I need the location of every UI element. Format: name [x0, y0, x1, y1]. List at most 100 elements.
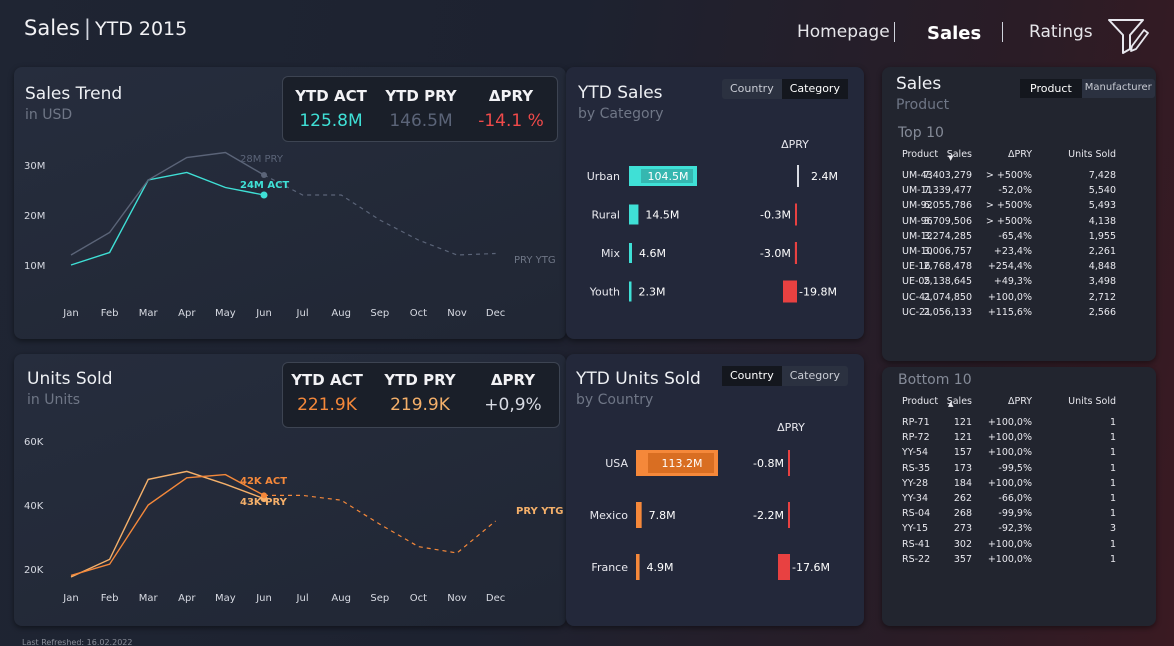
product-bottom-panel: [882, 367, 1156, 626]
ytd-sales-toggle: Country Category: [722, 79, 848, 99]
nav-sales[interactable]: Sales: [927, 23, 982, 44]
table-row[interactable]: RS-04 268 -99,9% 1: [902, 508, 1122, 523]
category-label: France: [591, 561, 628, 574]
x-tick-label: Feb: [101, 593, 119, 604]
table-row[interactable]: UM-43 7,403,279 > +500% 7,428: [902, 170, 1122, 185]
category-label: Youth: [589, 286, 620, 299]
cell-sales: 157: [953, 447, 972, 459]
cell-sales: 184: [953, 477, 972, 489]
cell-delta: +100,0%: [987, 553, 1032, 565]
cell-sales: 7,339,477: [923, 185, 972, 197]
delta-bar: [783, 280, 797, 303]
table-row[interactable]: RS-22 357 +100,0% 1: [902, 554, 1122, 569]
table-row[interactable]: UM-12 3,274,285 -65,4% 1,955: [902, 231, 1122, 246]
cell-sales: 2,768,478: [923, 261, 972, 273]
toggle-product[interactable]: Product: [1020, 79, 1082, 98]
nav-homepage[interactable]: Homepage: [797, 22, 890, 42]
y-tick-label: 40K: [24, 501, 44, 512]
cell-delta: -99,9%: [998, 508, 1032, 520]
cell-sales: 173: [953, 462, 972, 474]
table-header: Product ▼ Sales ΔPRY Units Sold: [902, 149, 1122, 164]
bar: [629, 243, 632, 263]
table-row[interactable]: UM-92 6,055,786 > +500% 5,493: [902, 200, 1122, 215]
bar-value-label: 7.8M: [649, 509, 676, 522]
toggle-category[interactable]: Category: [789, 369, 840, 382]
col-product[interactable]: Product: [902, 149, 939, 160]
bar-value-label: 14.5M: [645, 209, 679, 222]
ytd-sales-panel: [566, 67, 864, 339]
cell-sales: 357: [953, 553, 972, 565]
x-tick-label: Oct: [410, 593, 427, 604]
table-row[interactable]: YY-28 184 +100,0% 1: [902, 478, 1122, 493]
category-label: Mix: [601, 247, 621, 260]
bar: [636, 554, 640, 580]
ytd-units-toggle: Country Category: [722, 366, 848, 386]
nav-ratings[interactable]: Ratings: [1029, 22, 1093, 42]
delta-value-label: -2.2M: [753, 509, 784, 522]
table-row[interactable]: RS-35 173 -99,5% 1: [902, 463, 1122, 478]
filter-icon[interactable]: [1106, 16, 1150, 56]
y-tick-label: 30M: [24, 161, 45, 172]
cell-units: 1: [1109, 477, 1116, 489]
x-tick-label: Jan: [62, 593, 78, 604]
kpi-pry-value: 219.9K: [390, 395, 450, 415]
table-row[interactable]: RP-71 121 +100,0% 1: [902, 417, 1122, 432]
sort-desc-icon[interactable]: ▼: [948, 154, 954, 162]
cell-sales: 302: [953, 538, 972, 550]
col-units[interactable]: Units Sold: [1068, 149, 1116, 160]
table-row[interactable]: UC-21 2,056,133 +115,6% 2,566: [902, 307, 1122, 322]
table-row[interactable]: RS-41 302 +100,0% 1: [902, 539, 1122, 554]
table-row[interactable]: YY-34 262 -66,0% 1: [902, 493, 1122, 508]
bar-value-label: 113.2M: [662, 457, 703, 470]
table-row[interactable]: UE-16 2,768,478 +254,4% 4,848: [902, 261, 1122, 276]
toggle-country[interactable]: Country: [722, 366, 782, 386]
cell-product: UC-41: [902, 291, 932, 303]
table-row[interactable]: UE-05 2,138,645 +49,3% 3,498: [902, 276, 1122, 291]
table-row[interactable]: UM-11 7,339,477 -52,0% 5,540: [902, 185, 1122, 200]
cell-sales: 7,403,279: [923, 170, 972, 181]
table-row[interactable]: YY-54 157 +100,0% 1: [902, 447, 1122, 462]
table-row[interactable]: UM-96 3,709,506 > +500% 4,138: [902, 216, 1122, 231]
sort-asc-icon[interactable]: ▲: [948, 400, 954, 408]
cell-sales: 6,055,786: [923, 200, 972, 212]
cell-delta: -99,5%: [998, 462, 1032, 474]
delta-value-label: -0.3M: [760, 209, 791, 222]
sales-trend-title: Sales Trend: [25, 84, 123, 104]
delta-value-label: -0.8M: [753, 457, 784, 470]
x-tick-label: May: [215, 308, 236, 319]
toggle-country[interactable]: Country: [730, 82, 774, 95]
table-row[interactable]: YY-15 273 -92,3% 3: [902, 523, 1122, 538]
annotation-label: 42K ACT: [240, 476, 287, 487]
col-sales[interactable]: Sales: [946, 396, 972, 407]
toggle-manufacturer[interactable]: Manufacturer: [1084, 82, 1152, 93]
cell-sales: 121: [953, 432, 972, 444]
product-toggle: Product Manufacturer: [1020, 79, 1155, 98]
table-header: Product ▲ Sales ΔPRY Units Sold: [902, 396, 1122, 411]
col-units[interactable]: Units Sold: [1068, 396, 1116, 407]
col-delta[interactable]: ΔPRY: [1007, 396, 1032, 407]
x-tick-label: Jul: [296, 593, 309, 604]
sales-trend-subtitle: in USD: [25, 107, 73, 123]
col-sales[interactable]: Sales: [946, 149, 972, 160]
table-row[interactable]: UC-41 2,074,850 +100,0% 2,712: [902, 292, 1122, 307]
units-kpi-card: YTD ACT 221.9K YTD PRY 219.9K ΔPRY +0,9%: [282, 362, 560, 428]
top-10-table: Product ▼ Sales ΔPRY Units Sold UM-43 7,4…: [902, 149, 1122, 324]
x-tick-label: Oct: [410, 308, 427, 319]
bar-value-label: 4.6M: [639, 247, 666, 260]
col-product[interactable]: Product: [902, 396, 939, 407]
col-delta[interactable]: ΔPRY: [1007, 149, 1032, 160]
units-sold-chart: 20K 40K 60K Jan Feb Mar Apr May Jun Jul Aug Sep Oct N…: [24, 437, 563, 604]
kpi-delta-value: +0,9%: [484, 395, 542, 415]
delta-bar: [788, 502, 790, 528]
x-tick-label: Apr: [178, 308, 196, 319]
table-row[interactable]: RP-72 121 +100,0% 1: [902, 432, 1122, 447]
cell-product: UE-16: [902, 261, 931, 273]
x-tick-label: Jan: [62, 308, 78, 319]
table-row[interactable]: UM-10 3,006,757 +23,4% 2,261: [902, 246, 1122, 261]
title-separator: |: [83, 16, 91, 40]
toggle-category[interactable]: Category: [781, 79, 848, 99]
delta-bar: [788, 450, 790, 476]
kpi-pry-label: YTD PRY: [385, 87, 457, 105]
cell-units: 3,498: [1088, 276, 1116, 288]
annotation-label: 24M ACT: [240, 180, 289, 191]
